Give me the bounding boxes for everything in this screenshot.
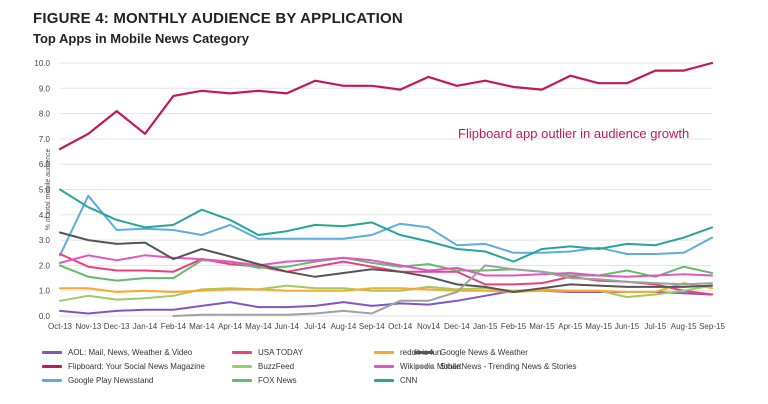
legend-swatch: [374, 351, 394, 354]
legend-item: Flipboard: Your Social News Magazine: [42, 362, 205, 371]
legend-label: Google Play Newsstand: [68, 376, 154, 385]
x-tick-label: Dec-13: [104, 322, 130, 331]
series-line: [59, 253, 713, 296]
y-axis-label: % of total mobile audience: [45, 148, 52, 230]
series-line: [59, 282, 713, 293]
legend-label: Google News & Weather: [440, 348, 528, 357]
series-line: [59, 256, 713, 282]
legend-swatch: [232, 379, 252, 382]
legend-swatch: [42, 351, 62, 354]
x-tick-label: Oct-14: [388, 322, 413, 331]
legend-label: USA TODAY: [258, 348, 303, 357]
y-tick-label: 9.0: [39, 84, 51, 93]
x-tick-label: Apr-15: [558, 322, 583, 331]
y-tick-label: 2.0: [39, 261, 51, 270]
chart-subtitle: Top Apps in Mobile News Category: [33, 31, 249, 46]
legend-item: BuzzFeed: [232, 362, 294, 371]
y-tick-label: 7.0: [39, 135, 51, 144]
x-tick-label: Jan-14: [133, 322, 158, 331]
x-tick-label: Jul-15: [644, 322, 666, 331]
chart-title: FIGURE 4: MONTHLY AUDIENCE BY APPLICATIO…: [33, 10, 403, 27]
legend-swatch: [42, 365, 62, 368]
y-tick-label: 4.0: [39, 211, 51, 220]
x-tick-label: Feb-15: [501, 322, 527, 331]
legend-label: FOX News: [258, 376, 297, 385]
y-tick-label: 8.0: [39, 110, 51, 119]
legend-label: BuzzFeed: [258, 362, 295, 371]
y-tick-label: 3.0: [39, 236, 51, 245]
legend-item: FOX News: [232, 376, 297, 385]
axis-labels: 0.0 1.0 2.0 3.0 4.0 5.0 6.0 7.0 8.0 9.0 10.0 Oct-13…: [34, 59, 725, 331]
legend-swatch: [374, 379, 394, 382]
annotation-text: Flipboard app outlier in audience growth: [458, 126, 689, 141]
legend-item: SmartNews - Trending News & Stories: [414, 362, 577, 371]
series-line: [172, 264, 713, 317]
legend-swatch: [414, 351, 434, 354]
series-line: [58, 61, 714, 151]
y-tick-label: 1.0: [39, 287, 51, 296]
y-tick-label: 6.0: [39, 160, 51, 169]
legend-swatch: [414, 365, 434, 368]
legend-label: AOL: Mail, News, Weather & Video: [68, 348, 193, 357]
y-tick-label: 5.0: [39, 186, 51, 195]
legend-item: Google News & Weather: [414, 348, 528, 357]
legend-swatch: [374, 365, 394, 368]
x-tick-label: Mar-14: [189, 322, 215, 331]
legend-item: USA TODAY: [232, 348, 303, 357]
series-line: [59, 188, 713, 263]
legend-label: SmartNews - Trending News & Stories: [440, 362, 577, 371]
x-tick-label: Apr-14: [218, 322, 243, 331]
x-tick-label: Feb-14: [161, 322, 187, 331]
x-tick-label: Sep-15: [699, 322, 725, 331]
x-tick-label: Jan-15: [473, 322, 498, 331]
x-tick-label: Jun-15: [615, 322, 640, 331]
x-tick-label: Aug-15: [671, 322, 697, 331]
x-tick-label: Jun-14: [275, 322, 300, 331]
y-tick-label: 0.0: [39, 312, 51, 321]
x-tick-label: Aug-14: [331, 322, 357, 331]
legend-swatch: [42, 379, 62, 382]
legend-swatch: [232, 351, 252, 354]
x-tick-label: Nov14: [417, 322, 441, 331]
x-tick-label: Dec-14: [444, 322, 470, 331]
x-tick-label: Nov-13: [75, 322, 101, 331]
legend-item: Google Play Newsstand: [42, 376, 153, 385]
legend-item: AOL: Mail, News, Weather & Video: [42, 348, 192, 357]
x-tick-label: May-15: [585, 322, 612, 331]
x-tick-label: Mar-15: [529, 322, 555, 331]
x-tick-label: Oct-13: [48, 322, 73, 331]
y-tick-label: 10.0: [34, 59, 50, 68]
x-tick-label: Sep-14: [359, 322, 385, 331]
series-lines: [58, 61, 714, 317]
x-tick-label: Jul-14: [304, 322, 326, 331]
legend-label: Flipboard: Your Social News Magazine: [68, 362, 205, 371]
legend-label: CNN: [400, 376, 418, 385]
series-line: [59, 231, 713, 293]
x-tick-label: May-14: [245, 322, 272, 331]
legend-item: CNN: [374, 376, 417, 385]
legend-swatch: [232, 365, 252, 368]
